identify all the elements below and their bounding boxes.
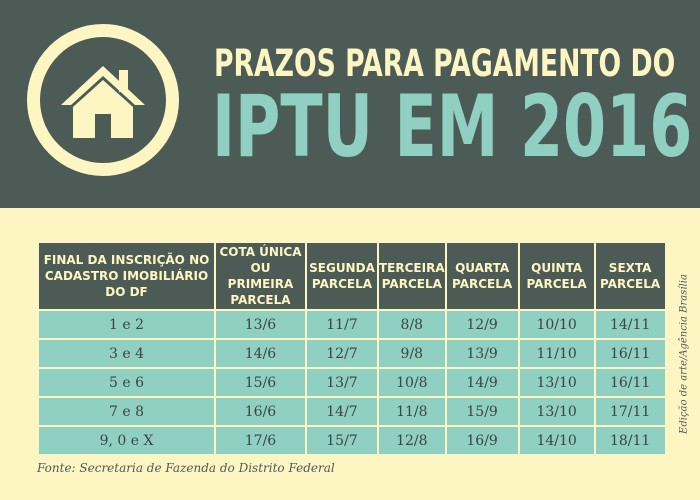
table-cell: 16/11	[593, 367, 667, 398]
table-row: 5 e 6 15/6 13/7 10/8 14/9 13/10 16/11	[37, 367, 667, 398]
table-cell: 12/8	[377, 425, 447, 456]
art-credit: Edição de arte/Agência Brasília	[678, 274, 690, 434]
table-cell: 18/11	[593, 425, 667, 456]
table-cell: 17/11	[593, 396, 667, 427]
table-header-row: FINAL DA INSCRIÇÃO NO CADASTRO IMOBILIÁR…	[37, 241, 667, 311]
table-cell: 9, 0 e X	[37, 425, 216, 456]
table-cell: 1 e 2	[37, 309, 216, 340]
table-cell: 16/6	[214, 396, 307, 427]
table-cell: 15/9	[444, 396, 520, 427]
table-cell: 10/10	[517, 309, 596, 340]
table-row: 7 e 8 16/6 14/7 11/8 15/9 13/10 17/11	[37, 396, 667, 427]
table-cell: 7 e 8	[37, 396, 216, 427]
table-cell: 13/10	[517, 367, 596, 398]
table-cell: 9/8	[377, 338, 447, 369]
table-cell: 13/6	[214, 309, 307, 340]
payment-schedule-table: FINAL DA INSCRIÇÃO NO CADASTRO IMOBILIÁR…	[37, 241, 667, 456]
col-header-sixth: SEXTA PARCELA	[593, 241, 667, 311]
table-row: 1 e 2 13/6 11/7 8/8 12/9 10/10 14/11	[37, 309, 667, 340]
col-header-third: TERCEIRA PARCELA	[377, 241, 447, 311]
table-cell: 11/10	[517, 338, 596, 369]
table-cell: 10/8	[377, 367, 447, 398]
title-line-2: IPTU EM 2016	[212, 77, 693, 177]
table-cell: 5 e 6	[37, 367, 216, 398]
header-banner: PRAZOS PARA PAGAMENTO DO IPTU EM 2016	[0, 0, 700, 208]
table-cell: 12/9	[444, 309, 520, 340]
table-cell: 3 e 4	[37, 338, 216, 369]
table-cell: 14/6	[214, 338, 307, 369]
table-cell: 13/7	[305, 367, 379, 398]
col-header-single-or-first: COTA ÚNICA OU PRIMEIRA PARCELA	[214, 241, 307, 311]
source-note: Fonte: Secretaria de Fazenda do Distrito…	[37, 461, 335, 475]
table-cell: 16/11	[593, 338, 667, 369]
col-header-second: SEGUNDA PARCELA	[305, 241, 379, 311]
table-cell: 13/10	[517, 396, 596, 427]
table-cell: 15/7	[305, 425, 379, 456]
table-row: 3 e 4 14/6 12/7 9/8 13/9 11/10 16/11	[37, 338, 667, 369]
table-cell: 14/11	[593, 309, 667, 340]
col-header-fourth: QUARTA PARCELA	[444, 241, 520, 311]
table-cell: 12/7	[305, 338, 379, 369]
table-cell: 14/9	[444, 367, 520, 398]
table-cell: 8/8	[377, 309, 447, 340]
table-cell: 14/7	[305, 396, 379, 427]
table-cell: 17/6	[214, 425, 307, 456]
table-cell: 14/10	[517, 425, 596, 456]
table-row: 9, 0 e X 17/6 15/7 12/8 16/9 14/10 18/11	[37, 425, 667, 456]
table-cell: 16/9	[444, 425, 520, 456]
col-header-registration-final: FINAL DA INSCRIÇÃO NO CADASTRO IMOBILIÁR…	[37, 241, 216, 311]
table-cell: 15/6	[214, 367, 307, 398]
table-cell: 13/9	[444, 338, 520, 369]
table-cell: 11/8	[377, 396, 447, 427]
col-header-fifth: QUINTA PARCELA	[517, 241, 596, 311]
table-cell: 11/7	[305, 309, 379, 340]
house-icon	[27, 24, 179, 176]
